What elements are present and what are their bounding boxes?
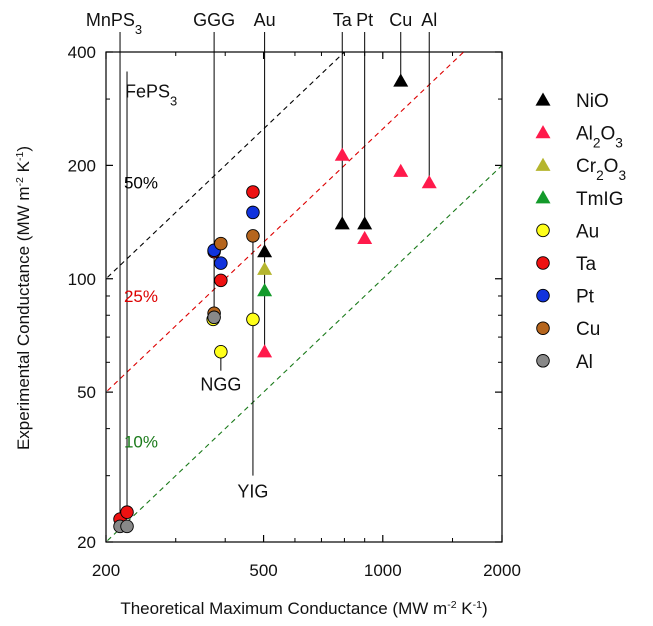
annotation-top-4: Pt: [356, 10, 373, 30]
point-ta-4: [246, 185, 260, 199]
legend-label-0: NiO: [576, 91, 609, 112]
reference-line-2: [106, 164, 502, 542]
x-axis-title: Theoretical Maximum Conductance (MW m-2 …: [120, 599, 487, 618]
point-al-1: [120, 519, 134, 534]
point-nio-0: [257, 244, 273, 258]
text-labels: 50% 25% 10% 200 500 1000 2000 20 50 100 200 400 Theo…: [14, 10, 521, 618]
point-pt-2: [246, 205, 260, 220]
reference-line-0: [106, 52, 346, 280]
legend-label-2: Cr2O3: [576, 156, 626, 183]
legend-marker-2: [535, 157, 551, 171]
legend-marker-6: [536, 288, 550, 303]
point-au-1: [214, 344, 228, 359]
reference-label-1: 25%: [124, 287, 158, 306]
x-tick-label-1: 500: [249, 561, 277, 580]
annotation-top-2: Au: [254, 10, 276, 30]
reference-label-0: 50%: [124, 174, 158, 193]
point-tmig-0: [257, 283, 273, 297]
annotation-top-5: Cu: [389, 10, 412, 30]
legend-label-3: TmIG: [576, 189, 624, 210]
y-tick-label-4: 400: [68, 43, 96, 62]
legend-marker-0: [535, 92, 551, 106]
point-pt-1: [214, 256, 228, 270]
y-axis-title: Experimental Conductance (MW m-2 K-1): [14, 146, 33, 450]
point-al2o3-2: [357, 230, 373, 244]
legend-label-4: Au: [576, 221, 599, 242]
legend-label-6: Pt: [576, 287, 595, 308]
annotation-inner-1: NGG: [200, 375, 241, 395]
legend-label-1: Al2O3: [576, 124, 623, 151]
point-nio-3: [393, 73, 409, 87]
x-tick-label-0: 200: [92, 561, 120, 580]
legend-marker-1: [535, 125, 551, 139]
point-al-2: [207, 310, 221, 325]
annotation-top-6: Al: [421, 10, 437, 30]
annotation-lines: [119, 32, 430, 520]
legend-marker-3: [535, 190, 551, 204]
reference-label-2: 10%: [124, 432, 158, 451]
point-al2o3-4: [421, 175, 437, 189]
legend-marker-7: [536, 321, 550, 335]
y-tick-label-2: 100: [68, 270, 96, 289]
reference-line-1: [106, 52, 465, 393]
point-al2o3-1: [334, 147, 350, 161]
legend-marker-8: [536, 354, 550, 368]
x-tick-label-3: 2000: [483, 561, 521, 580]
annotation-inner-0: FePS3: [125, 82, 177, 109]
point-nio-2: [357, 216, 373, 230]
annotation-inner-2: YIG: [237, 482, 268, 502]
data-points: [113, 73, 437, 534]
point-ta-1: [120, 505, 134, 519]
legend-label-8: Al: [576, 352, 593, 373]
y-tick-label-3: 200: [68, 156, 96, 175]
reference-lines: [106, 52, 502, 542]
legend-label-7: Cu: [576, 319, 600, 340]
legend: NiO Al2O3 Cr2O3 TmIG Au Ta Pt Cu Al: [535, 91, 626, 373]
legend-marker-5: [536, 256, 550, 270]
point-ta-3: [214, 273, 228, 288]
legend-label-5: Ta: [576, 254, 597, 275]
point-au-2: [246, 312, 260, 327]
axis-ticks: [105, 51, 503, 543]
plot-frame: [105, 51, 503, 543]
annotation-top-3: Ta: [333, 10, 353, 30]
annotation-top-0: MnPS3: [86, 10, 142, 37]
x-tick-label-2: 1000: [364, 561, 402, 580]
y-tick-label-1: 50: [77, 383, 96, 402]
legend-marker-4: [536, 223, 550, 238]
annotation-top-1: GGG: [193, 10, 235, 30]
point-cu-1: [214, 236, 228, 251]
point-al2o3-3: [393, 163, 409, 177]
point-al2o3-0: [257, 344, 273, 358]
point-nio-1: [334, 216, 350, 230]
y-tick-label-0: 20: [77, 533, 96, 552]
point-cr2o3-0: [257, 261, 273, 275]
point-cu-2: [246, 229, 260, 243]
